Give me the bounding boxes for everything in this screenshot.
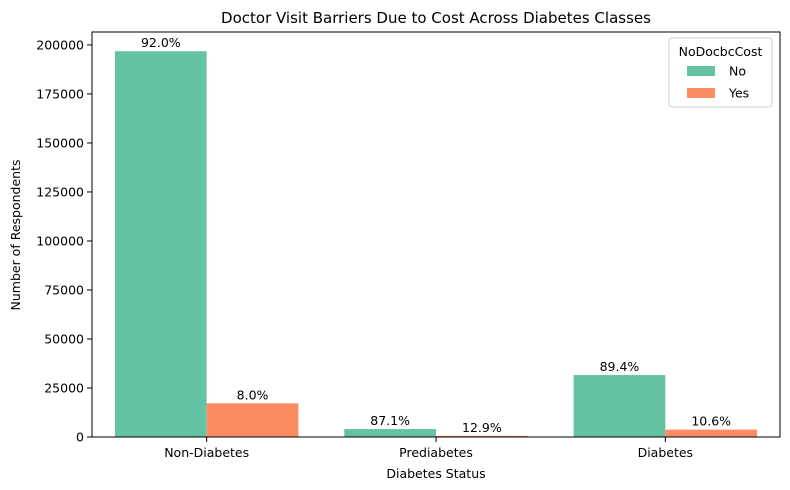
legend-label-yes: Yes <box>728 86 749 101</box>
y-tick-label: 100000 <box>36 233 84 248</box>
data-label: 12.9% <box>462 420 502 435</box>
legend: NoDocbcCost No Yes <box>668 37 773 108</box>
data-label: 8.0% <box>237 387 269 402</box>
bar-no-2 <box>573 375 666 437</box>
x-tick-label: Prediabetes <box>399 445 473 460</box>
bar-no-0 <box>114 51 207 438</box>
x-axis-label: Diabetes Status <box>386 466 485 481</box>
plot-area: 92.0% 8.0% Non-Diabetes 87.1% 12.9% Prediabet… <box>36 31 781 460</box>
y-tick-label: 25000 <box>44 380 84 395</box>
y-axis-label: Number of Respondents <box>8 159 23 310</box>
x-tick-label: Non-Diabetes <box>164 445 249 460</box>
legend-swatch-yes <box>687 88 715 98</box>
legend-label-no: No <box>729 64 746 79</box>
y-tick-label: 75000 <box>44 282 84 297</box>
y-tick-label: 175000 <box>36 86 84 101</box>
bar-no-1 <box>344 429 436 437</box>
y-tick-label: 50000 <box>44 331 84 346</box>
data-label: 92.0% <box>141 35 181 50</box>
y-tick-label: 125000 <box>36 184 84 199</box>
x-tick-label: Diabetes <box>638 445 694 460</box>
axes-frame <box>91 31 781 438</box>
bar-yes-2 <box>665 429 758 437</box>
data-label: 10.6% <box>691 414 731 429</box>
legend-title: NoDocbcCost <box>679 44 763 59</box>
data-label: 89.4% <box>600 359 640 374</box>
bar-yes-0 <box>206 403 299 437</box>
chart-title: Doctor Visit Barriers Due to Cost Across… <box>221 9 651 27</box>
y-tick-label: 0 <box>76 430 84 445</box>
y-tick-label: 200000 <box>36 37 84 52</box>
bar-yes-1 <box>436 435 528 437</box>
legend-swatch-no <box>687 66 715 76</box>
data-label: 87.1% <box>370 413 410 428</box>
y-tick-label: 150000 <box>36 135 84 150</box>
